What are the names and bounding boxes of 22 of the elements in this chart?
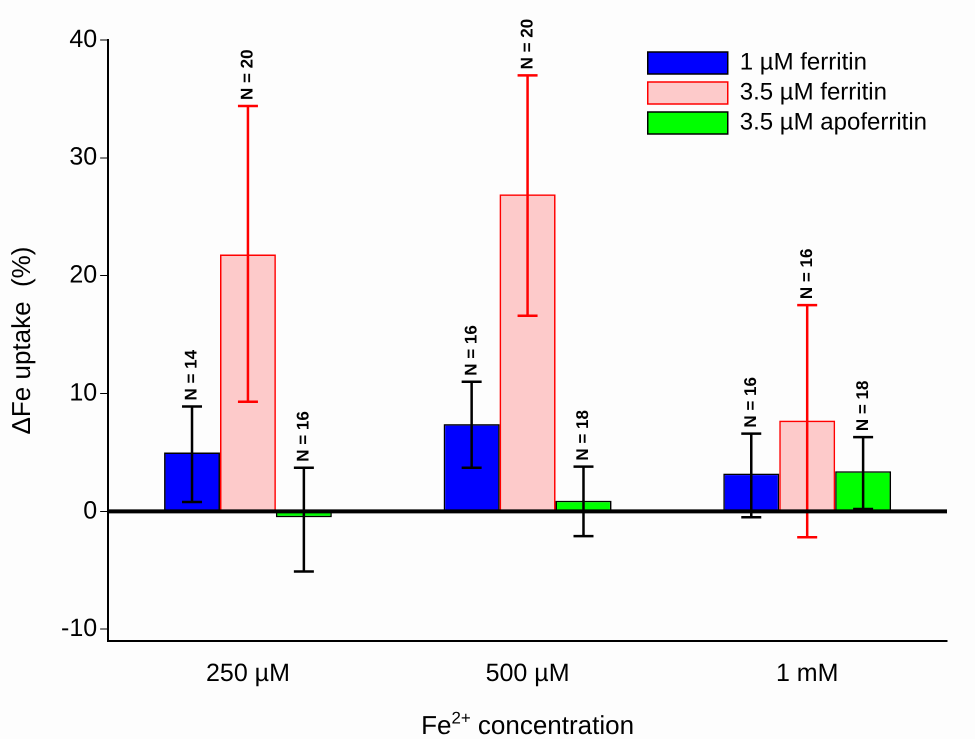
x-tick-label: 250 µM bbox=[206, 658, 290, 687]
x-tick-label: 1 mM bbox=[776, 658, 838, 687]
legend-label: 3.5 µM ferritin bbox=[740, 78, 887, 106]
y-tick-label: 30 bbox=[69, 142, 98, 171]
annotation: N = 16 bbox=[294, 411, 313, 462]
y-tick-label: 40 bbox=[69, 24, 98, 53]
y-axis-title: ΔFe uptake (%) bbox=[6, 246, 36, 434]
annotation: N = 18 bbox=[852, 380, 872, 432]
x-tick-label: 500 µM bbox=[486, 658, 570, 687]
annotation: N = 16 bbox=[796, 248, 816, 300]
annotation: N = 16 bbox=[740, 377, 760, 428]
annotation: N = 20 bbox=[517, 18, 536, 70]
annotation: N = 18 bbox=[573, 410, 592, 461]
y-tick-label: -10 bbox=[60, 614, 98, 642]
annotation: N = 20 bbox=[238, 49, 257, 100]
y-tick-label: 20 bbox=[69, 260, 98, 289]
y-tick-label: 0 bbox=[83, 496, 98, 524]
legend-label: 3.5 µM apoferritin bbox=[740, 108, 928, 136]
y-tick-label: 10 bbox=[69, 378, 98, 406]
annotation: N = 16 bbox=[461, 325, 480, 376]
legend-label: 1 µM ferritin bbox=[740, 48, 867, 76]
annotation: N = 14 bbox=[182, 349, 201, 400]
